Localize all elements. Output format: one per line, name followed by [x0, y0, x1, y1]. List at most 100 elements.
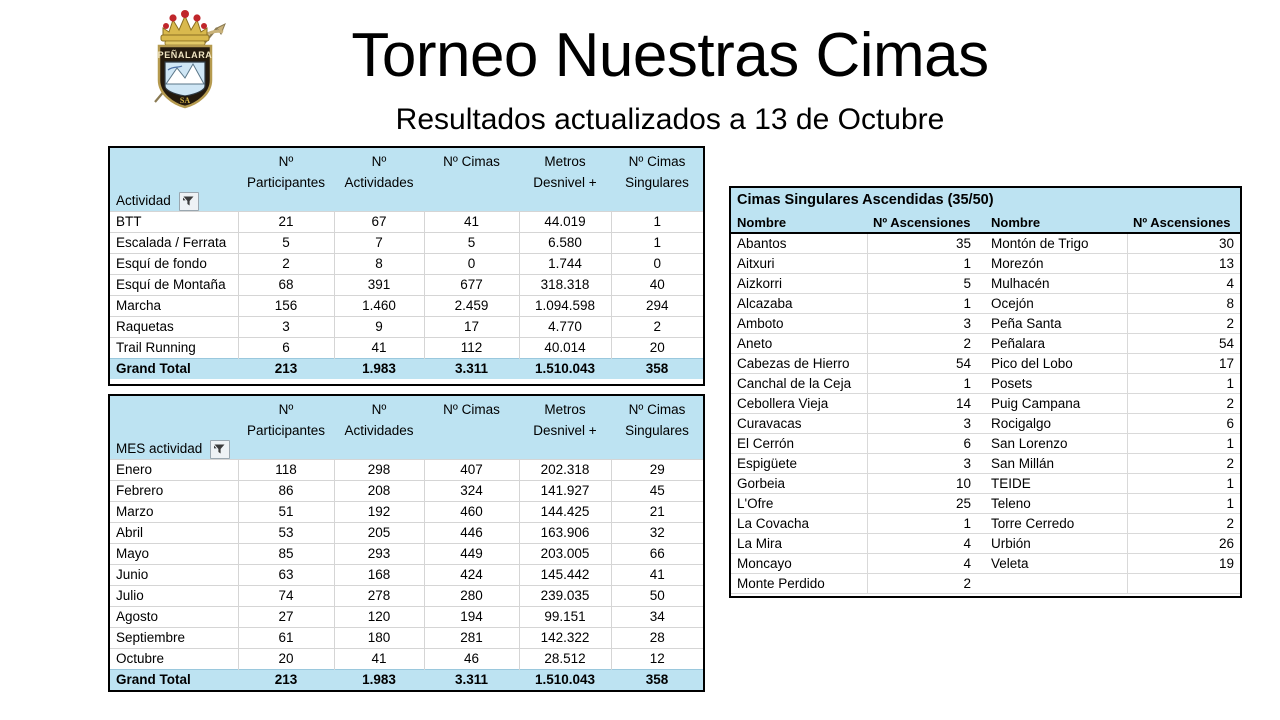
row-label: Octubre — [110, 647, 238, 669]
table-row: L'Ofre 25 Teleno 1 — [731, 493, 1241, 514]
cell-desnivel: 202.318 — [518, 458, 611, 480]
cima-count-left: 3 — [866, 313, 977, 334]
cima-count-left: 4 — [866, 533, 977, 554]
filter-sort-icon[interactable] — [210, 439, 231, 459]
activity-pivot-table: Nº Nº Nº Cimas Metros Nº Cimas Participa… — [108, 146, 705, 386]
cima-name-right: San Millán — [985, 453, 1127, 474]
cell-singulares: 32 — [610, 521, 703, 543]
cima-count-right — [1126, 573, 1241, 594]
table-row: Agosto 27 120 194 99.151 34 — [110, 605, 703, 627]
row-label: Marcha — [110, 294, 238, 316]
cell-desnivel: 239.035 — [518, 584, 611, 606]
cell-cimas: 281 — [423, 626, 519, 648]
header-actividades-l1: Nº — [334, 148, 424, 169]
cell-participantes: 27 — [237, 605, 334, 627]
header-row-field: Actividad — [110, 190, 703, 211]
grand-total-cimas: 3.311 — [424, 668, 519, 690]
cima-name-right: Ocejón — [985, 293, 1127, 314]
header-spacer — [110, 148, 238, 169]
cima-name-left: Curavacas — [731, 413, 867, 434]
cima-gap — [977, 453, 985, 474]
cima-count-right: 1 — [1126, 473, 1241, 494]
cima-name-left: Canchal de la Ceja — [731, 373, 867, 394]
table-row: Escalada / Ferrata 5 7 5 6.580 1 — [110, 231, 703, 253]
cima-count-right: 17 — [1126, 353, 1241, 374]
month-field-label: MES actividad — [116, 440, 203, 456]
cell-participantes: 74 — [237, 584, 334, 606]
table-row: La Mira 4 Urbión 26 — [731, 533, 1241, 554]
table-row: Espigüete 3 San Millán 2 — [731, 453, 1241, 474]
header-spacer2 — [110, 169, 238, 190]
cell-singulares: 21 — [610, 500, 703, 522]
cima-gap — [977, 493, 985, 514]
cell-actividades: 208 — [333, 479, 424, 501]
table-row: Curavacas 3 Rocigalgo 6 — [731, 413, 1241, 434]
cima-gap — [977, 533, 985, 554]
table-row: Esquí de fondo 2 8 0 1.744 0 — [110, 252, 703, 274]
table-row: Moncayo 4 Veleta 19 — [731, 553, 1241, 574]
cell-cimas: 194 — [423, 605, 519, 627]
month-header-row-field: MES actividad — [110, 438, 703, 459]
cima-gap — [977, 573, 985, 594]
header-participantes-l2: Participantes — [238, 169, 334, 190]
cell-actividades: 192 — [333, 500, 424, 522]
activity-field-label: Actividad — [116, 192, 171, 208]
cima-count-right: 30 — [1126, 233, 1241, 254]
header-singulares-l2: Singulares — [611, 169, 703, 190]
header-desnivel-l1: Metros — [519, 148, 611, 169]
cell-cimas: 677 — [423, 273, 519, 295]
header-blank-5 — [611, 438, 703, 459]
cimas-singulares-table: Cimas Singulares Ascendidas (35/50) Nomb… — [729, 186, 1242, 598]
cima-count-right: 6 — [1126, 413, 1241, 434]
cimas-caption-row: Cimas Singulares Ascendidas (35/50) — [731, 188, 1241, 212]
header-blank-2 — [334, 190, 424, 211]
header-participantes-l2: Participantes — [238, 417, 334, 438]
cima-name-left: Alcazaba — [731, 293, 867, 314]
cell-participantes: 3 — [237, 315, 334, 337]
cell-actividades: 205 — [333, 521, 424, 543]
header-spacer — [110, 396, 238, 417]
table-row: Abantos 35 Montón de Trigo 30 — [731, 233, 1241, 254]
grand-total-actividades: 1.983 — [334, 668, 424, 690]
page-title: Torneo Nuestras Cimas — [351, 21, 989, 90]
cimas-subheader-row: Nombre Nº Ascensiones Nombre Nº Ascensio… — [731, 212, 1241, 234]
cell-actividades: 391 — [333, 273, 424, 295]
row-label: Raquetas — [110, 315, 238, 337]
cima-count-left: 1 — [866, 293, 977, 314]
cell-desnivel: 318.318 — [518, 273, 611, 295]
cima-count-right: 2 — [1126, 313, 1241, 334]
cima-gap — [977, 273, 985, 294]
filter-sort-icon[interactable] — [178, 191, 199, 211]
cell-actividades: 1.460 — [333, 294, 424, 316]
table-row: Gorbeia 10 TEIDE 1 — [731, 473, 1241, 494]
cell-cimas: 280 — [423, 584, 519, 606]
row-label: Abril — [110, 521, 238, 543]
table-row: Amboto 3 Peña Santa 2 — [731, 313, 1241, 334]
cima-count-left: 1 — [866, 373, 977, 394]
header-cimas-l2 — [424, 169, 519, 190]
cima-gap — [977, 513, 985, 534]
row-label: Julio — [110, 584, 238, 606]
grand-total-actividades: 1.983 — [334, 357, 424, 379]
cell-desnivel: 145.442 — [518, 563, 611, 585]
header-spacer2 — [110, 417, 238, 438]
cima-count-right: 54 — [1126, 333, 1241, 354]
cell-participantes: 2 — [237, 252, 334, 274]
cell-cimas: 324 — [423, 479, 519, 501]
header-row-line1: Nº Nº Nº Cimas Metros Nº Cimas — [110, 148, 703, 169]
header-desnivel-l2: Desnivel + — [519, 169, 611, 190]
table-row: Marcha 156 1.460 2.459 1.094.598 294 — [110, 294, 703, 316]
header-blank-3 — [424, 438, 519, 459]
header-desnivel-l2: Desnivel + — [519, 417, 611, 438]
cima-count-left: 5 — [866, 273, 977, 294]
cell-actividades: 7 — [333, 231, 424, 253]
svg-text:PEÑALARA: PEÑALARA — [158, 50, 213, 60]
grand-total-participantes: 213 — [238, 668, 334, 690]
cima-count-left: 3 — [866, 453, 977, 474]
header-blank-4 — [519, 438, 611, 459]
cima-name-right: TEIDE — [985, 473, 1127, 494]
cell-singulares: 45 — [610, 479, 703, 501]
cell-actividades: 293 — [333, 542, 424, 564]
cell-cimas: 41 — [423, 210, 519, 232]
